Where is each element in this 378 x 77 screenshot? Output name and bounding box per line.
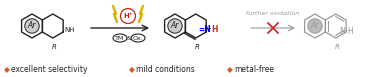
Circle shape — [168, 19, 182, 33]
Text: Ar: Ar — [28, 21, 36, 30]
Text: Ox.: Ox. — [133, 35, 143, 41]
Circle shape — [308, 19, 322, 33]
Text: =N: =N — [198, 25, 211, 34]
Text: TM: TM — [115, 35, 125, 41]
Text: +: + — [207, 26, 211, 31]
Text: NH: NH — [64, 27, 75, 33]
Text: H⁺: H⁺ — [123, 13, 133, 19]
Text: ◆: ◆ — [227, 65, 233, 74]
Ellipse shape — [131, 34, 145, 42]
Text: Ar: Ar — [311, 21, 319, 30]
Text: metal-free: metal-free — [234, 65, 274, 74]
Text: further oxidation: further oxidation — [246, 11, 300, 16]
Ellipse shape — [113, 34, 127, 42]
Text: excellent selectivity: excellent selectivity — [11, 65, 87, 74]
Text: R: R — [194, 44, 199, 50]
Text: &: & — [127, 35, 132, 41]
Text: N: N — [339, 27, 344, 36]
Text: R: R — [335, 44, 339, 50]
Text: H: H — [347, 27, 353, 36]
Text: H: H — [211, 25, 217, 34]
Text: +: + — [344, 28, 349, 33]
Text: Ar: Ar — [171, 21, 179, 30]
Circle shape — [121, 8, 135, 23]
Text: ◆: ◆ — [129, 65, 135, 74]
Circle shape — [25, 19, 39, 33]
Text: ◆: ◆ — [4, 65, 10, 74]
Text: R: R — [51, 44, 56, 50]
Text: mild conditions: mild conditions — [136, 65, 194, 74]
